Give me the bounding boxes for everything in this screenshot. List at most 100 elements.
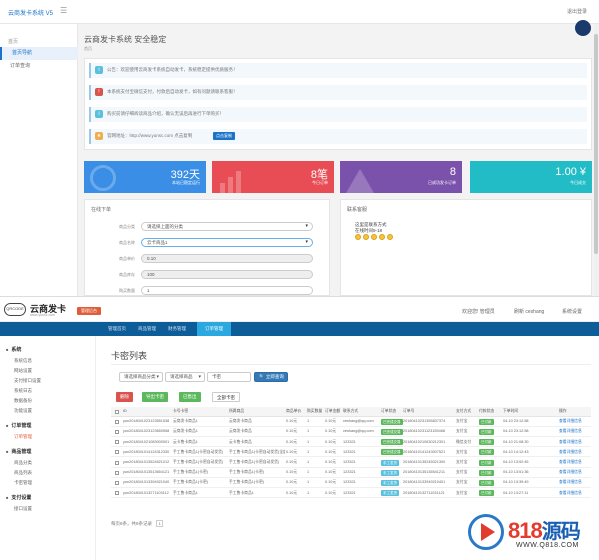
column-header[interactable]: 付款状态 xyxy=(479,409,495,413)
sidebar-group-payment[interactable]: 支付设置 xyxy=(6,494,31,501)
table-row[interactable]: yun2018041023123650558 云商发卡商品1 云商发卡商品 0.10元… xyxy=(111,427,591,437)
table-cell: 20180410231355837374 xyxy=(403,419,446,424)
scrollbar[interactable] xyxy=(594,24,598,296)
view-details-link[interactable]: 查看详细信息 xyxy=(559,490,582,495)
view-details-link[interactable]: 查看详细信息 xyxy=(559,460,582,464)
sidebar-group-orders[interactable]: 订单管理 xyxy=(6,422,31,429)
sidebar-group-system[interactable]: 系统 xyxy=(6,346,21,353)
sidebar-item[interactable]: 网站设置 xyxy=(14,368,32,373)
table-row[interactable]: yun2018041013271103112 手工售卡商品1 手工售卡商品1 0.10… xyxy=(111,489,591,499)
column-header[interactable]: 所属商品 xyxy=(229,409,245,413)
sidebar-item[interactable]: 系统日志 xyxy=(14,388,32,393)
table-row[interactable]: yun2018041013524521012 手工售卡商品1(卡密自动发货) 手工售… xyxy=(111,458,591,468)
all-cards-button[interactable]: 全部卡密 xyxy=(212,392,240,402)
sidebar-item[interactable]: 商品分类 xyxy=(14,460,32,465)
row-checkbox[interactable] xyxy=(115,429,119,434)
tab-orders[interactable]: 订单管理 xyxy=(197,322,231,336)
column-header[interactable]: 下单时间 xyxy=(503,409,519,413)
product-filter-select[interactable]: 请选择商品 xyxy=(165,372,205,382)
breadcrumb[interactable]: 首页 xyxy=(84,46,92,51)
sidebar-item[interactable]: 系统信息 xyxy=(14,358,32,363)
column-header[interactable]: 订单状态 xyxy=(381,409,397,413)
admin-logo-text[interactable]: 云商发卡 xyxy=(30,304,67,314)
view-details-link[interactable]: 查看详细信息 xyxy=(559,449,582,454)
delete-button[interactable]: 删除 xyxy=(116,392,133,402)
column-header[interactable]: 操作 xyxy=(559,409,567,413)
copy-url-button[interactable]: 点击复制 xyxy=(213,132,235,140)
quantity-input[interactable]: 1 xyxy=(141,286,313,295)
view-details-link[interactable]: 查看详细信息 xyxy=(559,480,582,485)
row-checkbox[interactable] xyxy=(115,409,119,414)
row-checkbox[interactable] xyxy=(115,419,119,424)
view-details-link[interactable]: 查看详细信息 xyxy=(559,429,582,434)
column-header[interactable]: 订单金额 xyxy=(325,409,341,413)
view-details-link[interactable]: 查看详细信息 xyxy=(559,439,582,444)
table-row[interactable]: yun2018041013394921040 手工售卡商品1(卡密) 手工售卡商品1… xyxy=(111,478,591,488)
view-details-link[interactable]: 查看详细信息 xyxy=(559,470,582,475)
row-checkbox[interactable] xyxy=(115,450,119,455)
table-cell: 1 xyxy=(307,429,310,434)
row-checkbox[interactable] xyxy=(115,440,119,445)
table-cell: 0.10元 xyxy=(325,429,337,434)
sidebar-item[interactable]: 接口设置 xyxy=(14,506,32,511)
account-link[interactable]: 刷新 ceshang xyxy=(514,309,545,315)
row-checkbox[interactable] xyxy=(115,470,119,475)
status-badge: 已付款 xyxy=(479,449,494,456)
sidebar-item[interactable]: 商品列表 xyxy=(14,470,32,475)
search-button[interactable]: 🔍 立即查询 xyxy=(254,372,288,382)
status-badge: 已完成交易 xyxy=(381,418,403,425)
table-row[interactable]: yun2018041023123551538 云商发卡商品1 云商发卡商品 0.10元… xyxy=(111,417,591,427)
table-row[interactable]: yun2018041014124312330 手工售卡商品1(卡密自动发货) 手工售… xyxy=(111,448,591,458)
view-details-link[interactable]: 查看详细信息 xyxy=(559,419,582,424)
row-checkbox[interactable] xyxy=(115,480,119,485)
column-header[interactable]: 支付方式 xyxy=(456,409,472,413)
column-header[interactable]: 商品单价 xyxy=(286,409,302,413)
sidebar-item-order-query[interactable]: 订单查询 xyxy=(0,60,78,73)
table-cell: 20180410135136541211 xyxy=(403,470,445,475)
sidebar-item-home[interactable]: 首页导航 xyxy=(0,47,78,60)
column-header[interactable]: 购买数量 xyxy=(307,409,323,413)
sidebar-item[interactable]: 卡密管理 xyxy=(14,480,32,485)
settings-link[interactable]: 系统设置 xyxy=(562,309,583,315)
contact-line: 这里是联系方式 xyxy=(355,222,387,227)
tab-finance[interactable]: 财务管理 xyxy=(168,326,186,331)
row-checkbox[interactable] xyxy=(115,491,119,496)
tab-dashboard[interactable]: 管理首页 xyxy=(108,326,126,331)
keyword-input[interactable]: 卡密 xyxy=(207,372,251,382)
category-filter-select[interactable]: 请选择商品分类 xyxy=(119,372,163,382)
watermark-url: WWW.Q818.COM xyxy=(516,542,579,549)
page-button[interactable]: 1 xyxy=(156,520,164,527)
product-select[interactable]: 云卡商品1 xyxy=(141,238,313,247)
sidebar-item[interactable]: 功能设置 xyxy=(14,408,32,413)
bird-logo-icon xyxy=(575,20,591,36)
scrollbar-thumb[interactable] xyxy=(594,34,598,254)
smiley-icon xyxy=(387,234,393,240)
logout-link[interactable]: 退出登录 xyxy=(566,9,587,15)
sidebar-group-products[interactable]: 商品管理 xyxy=(6,448,31,455)
status-badge: 已完成交易 xyxy=(381,428,403,435)
table-cell: 04-10 13:51:36 xyxy=(503,470,529,475)
column-header[interactable]: ID xyxy=(123,409,127,413)
export-button[interactable]: 导出卡密 xyxy=(142,392,168,402)
table-cell: 04-10 13:39:49 xyxy=(503,480,529,485)
column-header[interactable]: 卡号卡密 xyxy=(173,409,189,413)
page-title: 云商发卡系统 安全稳定 xyxy=(84,35,167,44)
column-header[interactable]: 联系方式 xyxy=(343,409,359,413)
sidebar-item-active[interactable]: 订单管理 xyxy=(14,434,32,439)
admin-logo-url: www.yunsc.com xyxy=(30,313,56,317)
row-checkbox[interactable] xyxy=(115,460,119,465)
sidebar-item[interactable]: 数据备份 xyxy=(14,398,32,403)
table-cell: 支付宝 xyxy=(456,490,468,495)
top-logo[interactable]: 云商发卡系统 V5 xyxy=(8,11,54,17)
category-select[interactable]: 请选择上面的分类 xyxy=(141,222,313,231)
storefront-screenshot: 云商发卡系统 V5 ☰ 退出登录 首页 首页导航 订单查询 云商发卡系统 安全稳… xyxy=(0,0,599,296)
info-icon: i xyxy=(95,66,103,74)
stat-label: 今日订单 xyxy=(312,180,328,185)
sold-button[interactable]: 已售出 xyxy=(179,392,201,402)
tab-products[interactable]: 商品管理 xyxy=(138,326,156,331)
table-row[interactable]: yun2018041021083000001 云卡售卡商品1 云卡售卡商品 0.10元… xyxy=(111,438,591,448)
table-row[interactable]: yun2018041013513654121 手工售卡商品1(卡密) 手工售卡商品1… xyxy=(111,468,591,478)
sidebar-item[interactable]: 支付接口设置 xyxy=(14,378,41,383)
menu-icon[interactable]: ☰ xyxy=(60,6,68,15)
column-header[interactable]: 订单号 xyxy=(403,409,415,413)
